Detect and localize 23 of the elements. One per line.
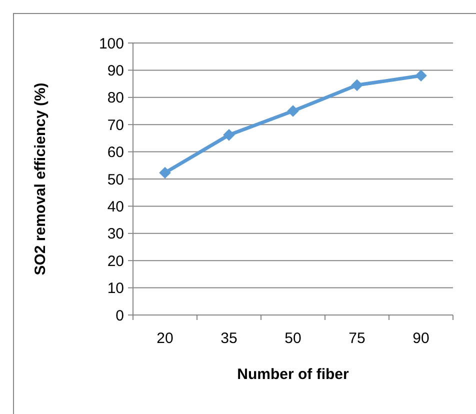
y-tick-label: 30: [107, 226, 124, 243]
y-axis-title: SO2 removal efficiency (%): [32, 82, 49, 276]
y-tick-label: 80: [107, 90, 124, 107]
point: [159, 166, 171, 179]
y-tick-label: 100: [98, 35, 124, 52]
y-tick-label: 40: [107, 198, 124, 216]
point: [415, 70, 427, 82]
x-tick-label: 35: [220, 330, 238, 347]
point: [287, 105, 299, 117]
point: [223, 129, 235, 141]
y-tick-label: 60: [107, 144, 124, 162]
y-tick-label: 10: [107, 280, 124, 298]
y-tick-label: 90: [107, 62, 124, 80]
x-tick-label: 20: [156, 330, 174, 347]
point: [351, 79, 363, 92]
y-tick-label: 50: [107, 171, 124, 188]
x-tick-label: 75: [348, 330, 366, 347]
x-tick-label: 90: [412, 330, 430, 347]
x-tick-label: 50: [284, 330, 302, 347]
y-tick-label: 20: [107, 252, 124, 270]
y-tick-label: 0: [116, 307, 124, 324]
x-axis-title: Number of fiber: [237, 366, 349, 383]
y-tick-label: 70: [107, 116, 124, 134]
